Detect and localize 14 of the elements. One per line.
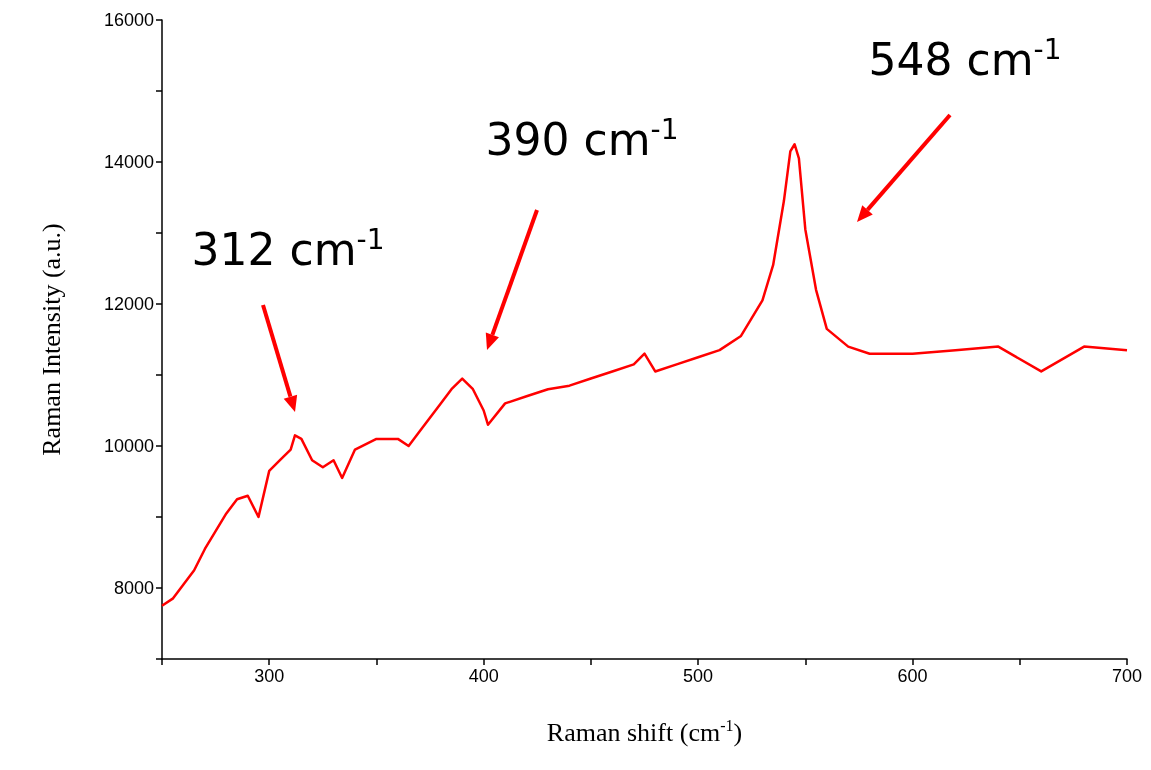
y-tick-label: 14000 [103,152,154,172]
y-tick-label: 16000 [103,10,154,30]
annotation: 312 cm$^{-1}$ [191,222,385,275]
y-axis-title: Raman Intensity (a.u.) [36,223,66,456]
x-tick-label: 500 [683,666,714,686]
x-tick-label: 400 [468,666,499,686]
y-tick-label: 8000 [113,578,154,598]
y-tick-label: 10000 [103,436,154,456]
x-tick-label: 600 [897,666,928,686]
y-tick-label: 12000 [103,294,154,314]
annotation: 390 cm$^{-1}$ [485,112,679,165]
x-tick-label: 700 [1111,666,1143,686]
annotation: 548 cm$^{-1}$ [868,32,1062,85]
x-tick-label: 300 [254,666,285,686]
